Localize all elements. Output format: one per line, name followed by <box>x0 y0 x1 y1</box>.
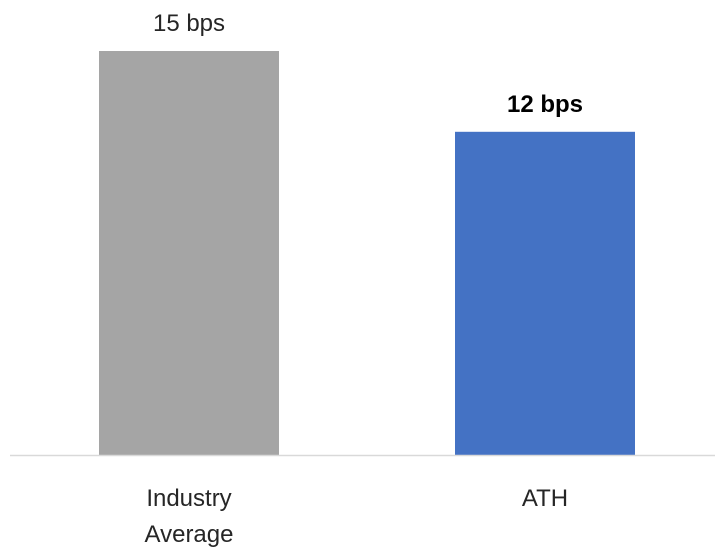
category-label-line: Industry <box>146 485 231 512</box>
bar-industry-average <box>99 51 279 455</box>
bars-layer <box>99 51 635 456</box>
labels-layer: 15 bps 12 bps <box>153 10 583 118</box>
category-label-line: Average <box>145 521 234 548</box>
data-label-industry-average: 15 bps <box>153 10 225 37</box>
data-label-ath: 12 bps <box>507 91 583 118</box>
category-label-line: ATH <box>522 485 568 512</box>
bar-ath <box>455 131 635 456</box>
category-labels-layer: Industry Average ATH <box>145 485 569 548</box>
category-label-ath: ATH <box>522 485 568 512</box>
category-label-industry-average: Industry Average <box>145 485 234 548</box>
